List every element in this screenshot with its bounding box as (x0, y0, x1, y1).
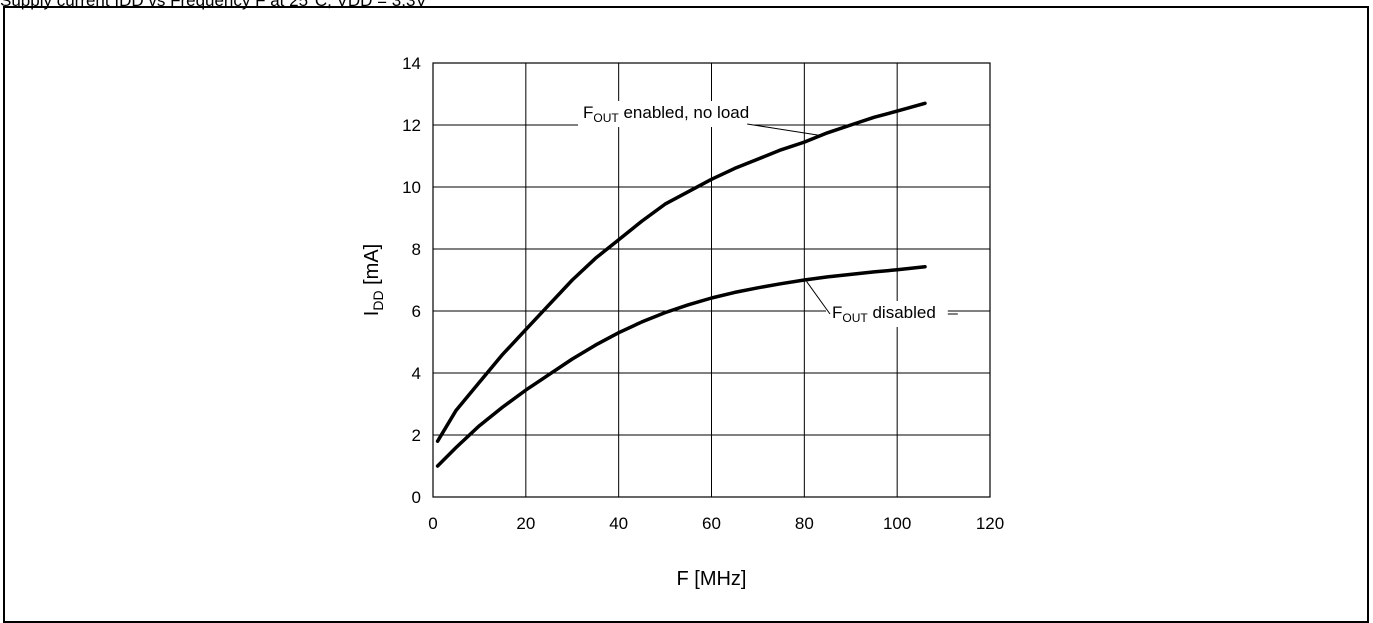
y-tick-label: 2 (412, 426, 421, 445)
series-line-1 (435, 264, 927, 468)
y-tick-labels: 0 2 4 6 8 10 12 14 (402, 54, 421, 507)
x-tick-label: 20 (516, 514, 535, 533)
callout-enabled-sub: OUT (593, 111, 619, 125)
callout-leader-disabled (806, 281, 831, 315)
x-tick-label: 60 (702, 514, 721, 533)
x-tick-label: 0 (428, 514, 437, 533)
callout-disabled-main: F (832, 303, 842, 322)
x-tick-labels: 0 20 40 60 80 100 120 (428, 514, 1004, 533)
y-tick-label: 4 (412, 364, 421, 383)
x-tick-label: 80 (795, 514, 814, 533)
y-axis-label-main: I (361, 311, 383, 317)
grid-lines (432, 62, 991, 498)
figure-frame (3, 6, 1369, 623)
series-lines (435, 101, 927, 468)
caption-tail: DD vs Frequency F at 25°C, VDD = 3.3V (119, 0, 427, 10)
callout-leader-enabled (747, 123, 823, 137)
caption-text: Supply current I (0, 0, 120, 10)
figure-caption: Supply current IDD vs Frequency F at 25°… (0, 0, 427, 11)
y-tick-label: 10 (402, 178, 421, 197)
callout-bg-disabled (826, 301, 948, 327)
y-axis-label-sub: DD (370, 290, 386, 310)
plot-area-border (432, 62, 991, 498)
callout-enabled-rest: enabled, no load (619, 103, 749, 122)
callout-disabled-sub: OUT (842, 311, 868, 325)
y-tick-label: 6 (412, 302, 421, 321)
y-tick-label: 8 (412, 240, 421, 259)
y-tick-label: 14 (402, 54, 421, 73)
callout-disabled-rest: disabled (868, 303, 936, 322)
callout-enabled-main: F (583, 103, 593, 122)
callout-bg-enabled (578, 101, 755, 127)
x-axis-label: F [MHz] (677, 568, 747, 590)
x-tick-label: 100 (883, 514, 911, 533)
callout-enabled: FOUT enabled, no load (583, 103, 749, 125)
x-tick-label: 40 (609, 514, 628, 533)
x-tick-label: 120 (976, 514, 1004, 533)
y-axis-label-unit: [mA] (361, 244, 383, 291)
callout-disabled: FOUT disabled (832, 303, 936, 325)
y-tick-label: 0 (412, 488, 421, 507)
y-tick-label: 12 (402, 116, 421, 135)
y-axis-label: IDD [mA] (361, 244, 386, 316)
series-line-0 (435, 101, 927, 443)
